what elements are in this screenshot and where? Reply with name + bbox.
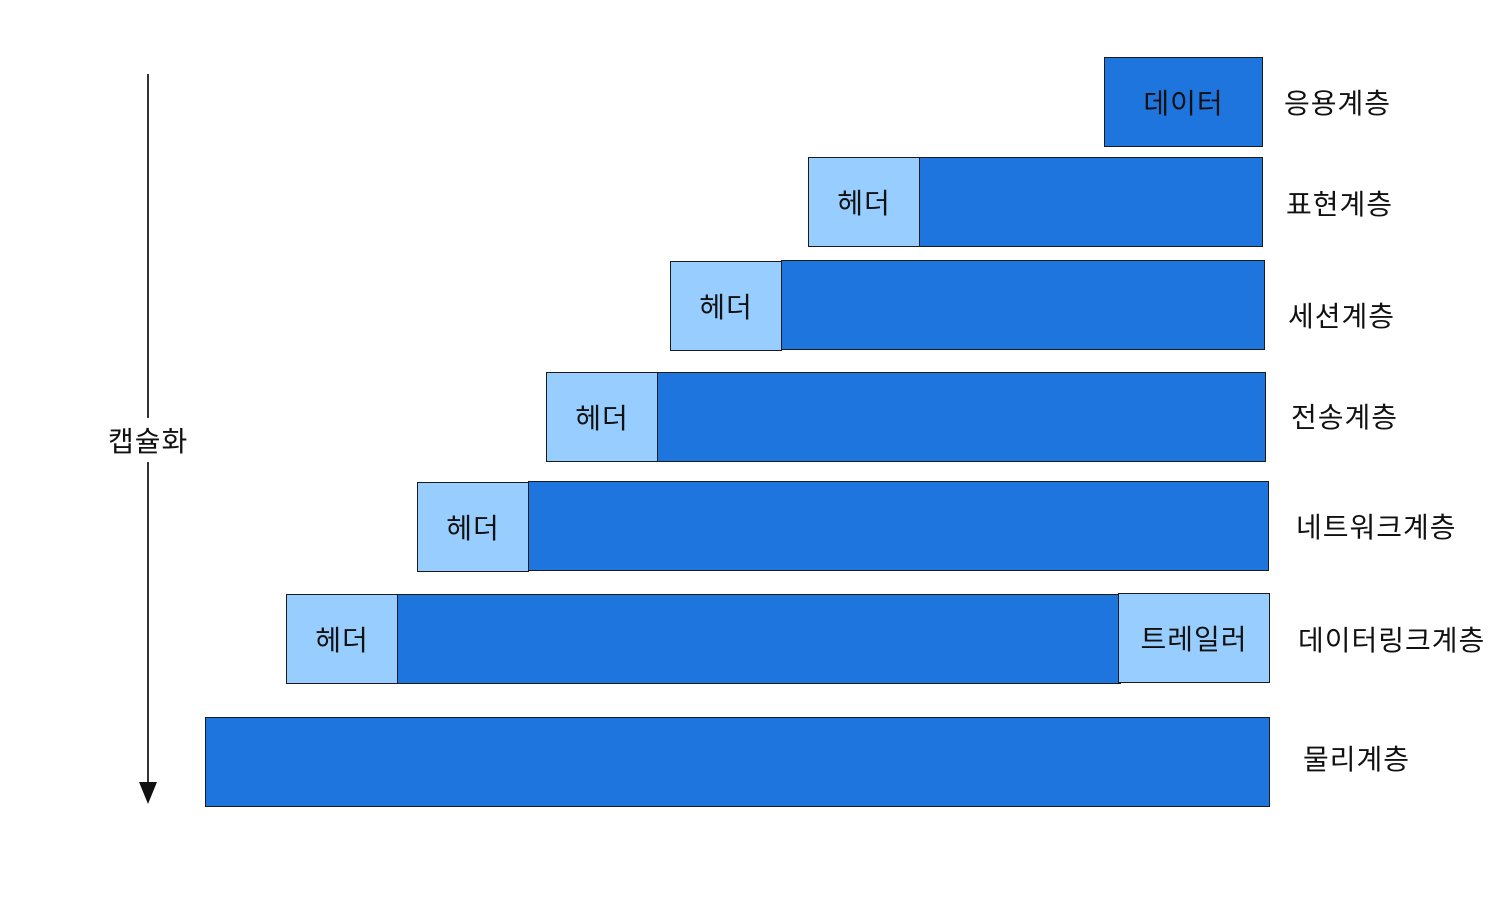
physical-layer-label: 물리계층 <box>1303 738 1410 778</box>
datalink-payload-box <box>397 594 1121 684</box>
application-data-box: 데이터 <box>1104 57 1263 147</box>
presentation-payload-box <box>919 157 1263 247</box>
network-layer-label: 네트워크계층 <box>1296 506 1457 546</box>
session-payload-box <box>781 260 1265 350</box>
physical-bit-stream-box <box>205 717 1270 807</box>
encapsulation-label: 캡슐화 <box>106 418 190 462</box>
datalink-header-box: 헤더 <box>286 594 398 684</box>
network-payload-box <box>528 481 1269 571</box>
transport-payload-box <box>657 372 1266 462</box>
arrow-down-icon <box>139 782 157 804</box>
transport-header-box: 헤더 <box>546 372 658 462</box>
transport-layer-label: 전송계층 <box>1291 396 1398 436</box>
presentation-layer-label: 표현계층 <box>1286 183 1393 223</box>
presentation-header-box: 헤더 <box>808 157 920 247</box>
network-header-box: 헤더 <box>417 482 529 572</box>
application-layer-label: 응용계층 <box>1284 82 1391 122</box>
datalink-trailer-box: 트레일러 <box>1118 593 1270 683</box>
session-layer-label: 세션계층 <box>1288 295 1395 335</box>
session-header-box: 헤더 <box>670 261 782 351</box>
datalink-layer-label: 데이터링크계층 <box>1298 619 1485 659</box>
